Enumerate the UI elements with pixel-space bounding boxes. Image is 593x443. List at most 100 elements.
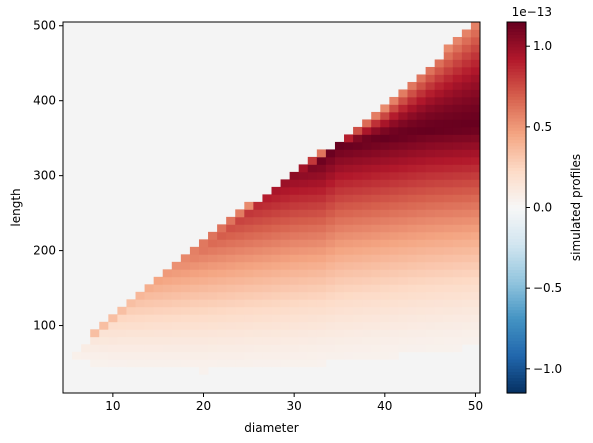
heatmap-cell (298, 321, 309, 330)
heatmap-cell (470, 209, 481, 218)
heatmap-cell (307, 306, 318, 315)
heatmap-cell (407, 299, 417, 308)
heatmap-cell (470, 29, 481, 38)
heatmap-cell (407, 81, 417, 90)
heatmap-cell (289, 336, 300, 345)
heatmap-cell (434, 179, 445, 188)
heatmap-cell (90, 329, 100, 338)
heatmap-cell (461, 134, 472, 143)
heatmap-cell (280, 261, 291, 270)
heatmap-cell (226, 314, 236, 323)
heatmap-cell (344, 209, 354, 218)
heatmap-cell (389, 119, 399, 128)
colorbar-segment (507, 309, 526, 314)
heatmap-cell (461, 306, 472, 315)
heatmap-cell (416, 186, 427, 195)
heatmap-cell (398, 314, 408, 323)
heatmap-cell (208, 254, 218, 263)
heatmap-cell (443, 149, 454, 158)
heatmap-cell (189, 254, 200, 263)
heatmap-cell (90, 351, 100, 360)
heatmap-cell (244, 284, 254, 293)
heatmap-cell (189, 351, 200, 360)
heatmap-cell (443, 134, 454, 143)
heatmap-cell (362, 134, 372, 143)
heatmap-cell (416, 231, 427, 240)
heatmap-cell (452, 51, 463, 60)
heatmap-cell (407, 134, 417, 143)
heatmap-cell (217, 351, 227, 360)
heatmap-cell (298, 164, 309, 173)
colorbar-segment (507, 318, 526, 323)
heatmap-cell (434, 336, 445, 345)
colorbar-segment (507, 198, 526, 202)
heatmap-cell (153, 284, 164, 293)
heatmap-cell (461, 291, 472, 300)
heatmap-cell (443, 246, 454, 255)
heatmap-cell (452, 74, 463, 83)
heatmap-cell (371, 246, 381, 255)
heatmap-cell (398, 126, 408, 135)
heatmap-cell (434, 156, 445, 165)
heatmap-cell (461, 254, 472, 263)
heatmap-cell (452, 321, 463, 330)
heatmap-cell (126, 329, 136, 338)
heatmap-cell (425, 171, 436, 180)
heatmap-cell (371, 194, 381, 203)
heatmap-cell (461, 171, 472, 180)
heatmap-cell (470, 141, 481, 150)
colorbar-label: simulated profiles (569, 154, 583, 261)
heatmap-cell (434, 299, 445, 308)
heatmap-cell (416, 156, 427, 165)
heatmap-cell (316, 201, 327, 210)
heatmap-cell (208, 246, 218, 255)
heatmap-cell (144, 359, 155, 368)
heatmap-cell (244, 216, 254, 225)
heatmap-cell (434, 329, 445, 338)
heatmap-cell (217, 269, 227, 278)
heatmap-cell (389, 134, 399, 143)
heatmap-cell (452, 156, 463, 165)
heatmap-cell (362, 164, 372, 173)
heatmap-cell (461, 321, 472, 330)
heatmap-cell (316, 194, 327, 203)
heatmap-cell (380, 321, 390, 330)
heatmap-cell (298, 299, 309, 308)
heatmap-cell (289, 179, 300, 188)
heatmap-cell (389, 164, 399, 173)
heatmap-cell (253, 261, 263, 270)
heatmap-cell (371, 299, 381, 308)
heatmap-cell (398, 321, 408, 330)
colorbar-segment (507, 170, 526, 175)
heatmap-cell (198, 276, 209, 285)
heatmap-cell (298, 224, 309, 233)
heatmap-cell (416, 291, 427, 300)
heatmap-cell (162, 321, 173, 330)
heatmap-cell (470, 74, 481, 83)
heatmap-cell (443, 254, 454, 263)
heatmap-cell (244, 299, 254, 308)
heatmap-cell (407, 224, 417, 233)
heatmap-cell (344, 149, 354, 158)
colorbar-segment (507, 204, 526, 209)
heatmap-cell (253, 329, 263, 338)
heatmap-cell (289, 359, 300, 368)
heatmap-cell (271, 314, 281, 323)
heatmap-cell (325, 171, 336, 180)
heatmap-cell (298, 179, 309, 188)
y-tick-label: 200 (33, 244, 56, 258)
heatmap-cell (434, 134, 445, 143)
heatmap-cell (271, 186, 281, 195)
colorbar-segment (507, 139, 526, 144)
heatmap-cell (235, 246, 245, 255)
heatmap-cell (135, 306, 145, 315)
colorbar-segment (507, 250, 526, 255)
heatmap-cell (452, 141, 463, 150)
heatmap-cell (208, 269, 218, 278)
heatmap-cell (434, 201, 445, 210)
heatmap-cell (380, 164, 390, 173)
heatmap-cell (144, 351, 155, 360)
heatmap-cell (262, 231, 272, 240)
heatmap-cell (398, 276, 408, 285)
heatmap-cell (416, 141, 427, 150)
